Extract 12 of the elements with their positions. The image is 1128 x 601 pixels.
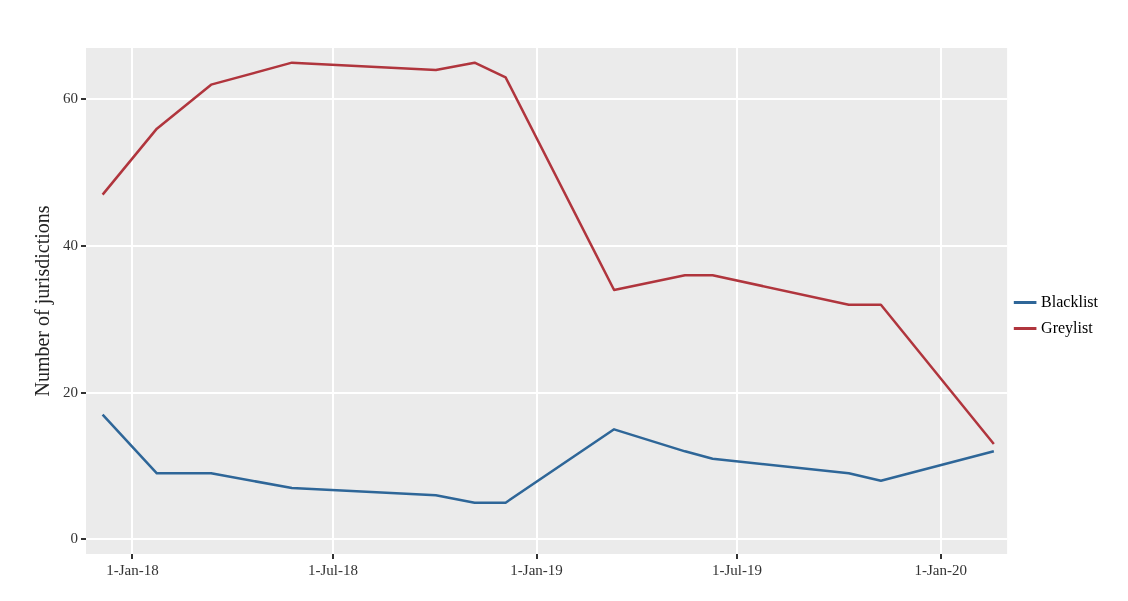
legend-label: Blacklist (1041, 292, 1099, 310)
x-tick-label: 1-Jan-20 (914, 561, 967, 578)
x-tick-label: 1-Jul-19 (711, 561, 762, 578)
x-tick-label: 1-Jul-18 (307, 561, 358, 578)
x-tick-label: 1-Jan-18 (106, 561, 159, 578)
y-tick-label: 20 (63, 383, 78, 400)
y-tick-label: 0 (70, 530, 78, 547)
y-axis-title: Number of jurisdictions (31, 205, 55, 397)
y-tick-label: 40 (63, 236, 78, 253)
legend-label: Greylist (1041, 318, 1094, 337)
y-tick-label: 60 (63, 90, 78, 107)
x-tick-label: 1-Jan-19 (510, 561, 563, 578)
